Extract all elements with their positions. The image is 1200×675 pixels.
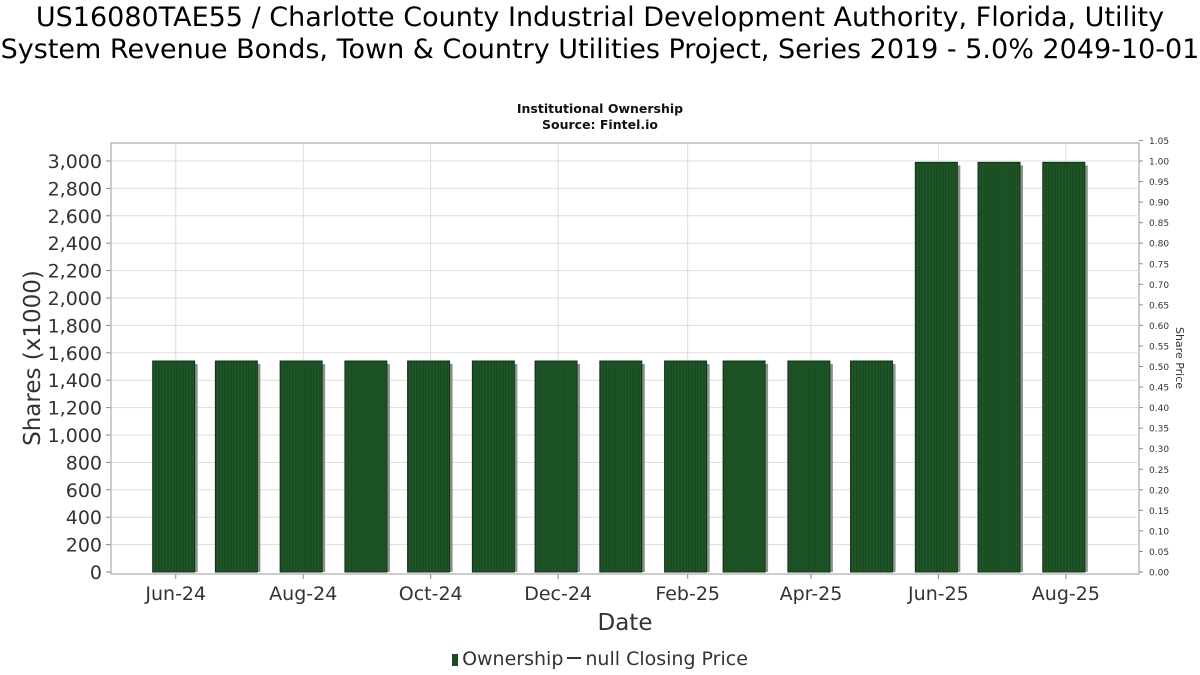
y2-tick-label: 0.30 <box>1149 445 1169 455</box>
ownership-bar <box>664 360 708 573</box>
y2-tick-label: 0.70 <box>1149 281 1169 291</box>
y-tick-label: 2,600 <box>48 206 102 228</box>
y-tick-label: 2,800 <box>48 178 102 200</box>
y2-tick-label: 0.60 <box>1149 322 1169 332</box>
ownership-bar-texture <box>281 362 322 572</box>
y2-tick-label: 0.95 <box>1149 178 1169 188</box>
bars-group <box>152 161 1088 573</box>
y2-tick-label: 0.50 <box>1149 363 1169 373</box>
x-tick-label: Apr-25 <box>780 583 843 605</box>
ownership-bar <box>787 360 831 573</box>
ownership-bar <box>599 360 643 573</box>
x-tick-label: Jun-25 <box>907 583 969 605</box>
y2-tick-label: 1.05 <box>1149 137 1169 147</box>
y2-axis-label: Share Price <box>1173 327 1186 389</box>
ownership-bar-texture <box>474 362 514 572</box>
y-tick-label: 2,200 <box>48 261 102 283</box>
y2-tick-label: 0.10 <box>1149 527 1169 537</box>
y2-tick-label: 0.05 <box>1149 548 1169 558</box>
ownership-bar <box>152 360 196 573</box>
ownership-legend-label: Ownership <box>462 648 564 670</box>
y-tick-label: 2,000 <box>48 288 102 310</box>
y-tick-label: 400 <box>66 507 102 529</box>
y2-tick-label: 0.35 <box>1149 425 1169 435</box>
y2-tick-label: 0.25 <box>1149 466 1169 476</box>
y2-tick-label: 0.00 <box>1149 569 1169 579</box>
y-tick-label: 1,000 <box>48 425 102 447</box>
ownership-bar <box>214 360 258 573</box>
x-tick-label: Feb-25 <box>655 583 720 605</box>
y-tick-label: 0 <box>90 562 102 584</box>
subtitle-line-source: Source: Fintel.io <box>542 117 658 132</box>
price-legend-label: null Closing Price <box>585 648 748 670</box>
ownership-bar-texture <box>917 163 957 572</box>
ownership-bar <box>850 360 894 573</box>
y-tick-label: 1,400 <box>48 370 102 392</box>
chart-subtitle: Institutional Ownership Source: Fintel.i… <box>0 101 1200 133</box>
y2-tick-label: 1.00 <box>1149 158 1169 168</box>
y-tick-label: 800 <box>66 452 102 474</box>
ownership-bar <box>471 360 515 573</box>
y2-tick-label: 0.55 <box>1149 342 1169 352</box>
y-tick-label: 3,000 <box>48 151 102 173</box>
price-legend-line <box>567 657 582 659</box>
chart-title: US16080TAE55 / Charlotte County Industri… <box>0 2 1200 65</box>
subtitle-line-ownership: Institutional Ownership <box>516 101 684 116</box>
ownership-bar-texture <box>409 362 449 572</box>
ownership-bar <box>722 360 766 573</box>
ownership-bar <box>977 161 1021 573</box>
x-tick-label: Jun-24 <box>144 583 206 605</box>
x-axis: Jun-24 Aug-24 Oct-24 Dec-24 Feb-25 Apr-25 Jun-… <box>144 574 1100 605</box>
chart-legend: Ownership null Closing Price <box>0 648 1200 670</box>
ownership-bar-texture <box>154 362 194 572</box>
ownership-bar-texture <box>536 362 577 572</box>
ownership-legend-swatch <box>452 654 459 666</box>
y2-tick-label: 0.90 <box>1149 199 1169 209</box>
ownership-bar <box>344 360 388 573</box>
x-tick-label: Dec-24 <box>524 583 592 605</box>
y2-tick-label: 0.80 <box>1149 240 1169 250</box>
x-axis-label: Date <box>598 610 653 636</box>
ownership-bar-texture <box>789 362 830 572</box>
ownership-bar-texture <box>1044 163 1085 572</box>
y2-tick-label: 0.85 <box>1149 219 1169 229</box>
x-tick-label: Aug-24 <box>269 583 337 605</box>
ownership-bar-texture <box>852 362 892 572</box>
y2-tick-label: 0.75 <box>1149 260 1169 270</box>
ownership-bar <box>407 360 451 573</box>
y2-tick-label: 0.40 <box>1149 404 1169 414</box>
ownership-bar-texture <box>724 362 765 572</box>
ownership-bar-texture <box>666 362 706 572</box>
y-axis-label: Shares (x1000) <box>20 270 46 446</box>
ownership-bar <box>914 161 958 573</box>
y2-tick-label: 0.15 <box>1149 507 1169 517</box>
y-tick-label: 600 <box>66 480 102 502</box>
y-tick-label: 1,200 <box>48 398 102 420</box>
y2-tick-label: 0.20 <box>1149 486 1169 496</box>
y-tick-label: 1,600 <box>48 343 102 365</box>
y-tick-label: 1,800 <box>48 315 102 337</box>
y2-tick-label: 0.65 <box>1149 301 1169 311</box>
ownership-bar-texture <box>979 163 1020 572</box>
x-tick-label: Oct-24 <box>399 583 463 605</box>
ownership-bar <box>534 360 578 573</box>
ownership-bar-texture <box>346 362 387 572</box>
y-axis-right: 0.00 0.05 0.10 0.15 0.20 0.25 0.30 0.35 0.40 0.45… <box>1139 137 1169 579</box>
y-tick-label: 2,400 <box>48 233 102 255</box>
y-tick-label: 200 <box>66 535 102 557</box>
ownership-bar <box>279 360 323 573</box>
ownership-bar-texture <box>217 362 257 572</box>
ownership-bar <box>1042 161 1086 573</box>
y-axis-left: 0 200 400 600 800 1,000 1,200 1,400 1,600 1,800 2,… <box>48 151 111 584</box>
y2-tick-label: 0.45 <box>1149 384 1169 394</box>
x-tick-label: Aug-25 <box>1032 583 1100 605</box>
ownership-bar-texture <box>601 362 642 572</box>
